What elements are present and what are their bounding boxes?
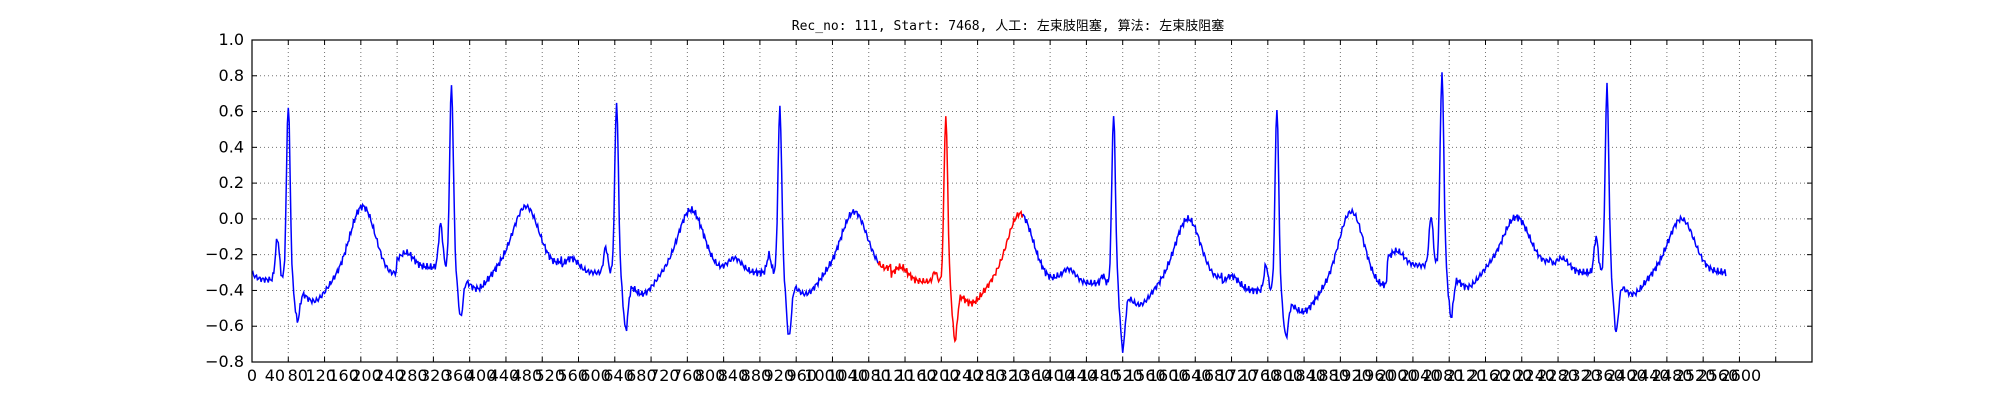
x-tick-label: 2000 bbox=[1377, 366, 1418, 385]
x-tick-label: 1960 bbox=[1354, 366, 1395, 385]
x-tick-label: 2440 bbox=[1629, 366, 1670, 385]
x-tick-label: 1440 bbox=[1056, 366, 1097, 385]
x-tick-label: 1040 bbox=[827, 366, 868, 385]
x-tick-label: 1680 bbox=[1194, 366, 1235, 385]
x-tick-label: 1720 bbox=[1217, 366, 1258, 385]
x-tick-label: 1200 bbox=[919, 366, 960, 385]
x-tick-label: 1560 bbox=[1125, 366, 1166, 385]
y-tick-label: 0.6 bbox=[219, 102, 244, 121]
x-tick-label: 480 bbox=[512, 366, 543, 385]
chart-title: Rec_no: 111, Start: 7468, 人工: 左束肢阻塞, 算法:… bbox=[792, 18, 1224, 34]
grid-lines bbox=[252, 40, 1813, 362]
x-tick-label: 840 bbox=[718, 366, 749, 385]
x-tick-label: 2040 bbox=[1400, 366, 1441, 385]
x-tick-label: 600 bbox=[580, 366, 611, 385]
x-tick-label: 2320 bbox=[1560, 366, 1601, 385]
x-tick-label: 1920 bbox=[1331, 366, 1372, 385]
x-tick-label: 2120 bbox=[1446, 366, 1487, 385]
x-tick-label: 2520 bbox=[1675, 366, 1716, 385]
x-tick-label: 1480 bbox=[1079, 366, 1120, 385]
x-tick-label: 1080 bbox=[850, 366, 891, 385]
y-tick-label: −0.6 bbox=[205, 316, 244, 335]
x-tick-label: 1000 bbox=[804, 366, 845, 385]
y-tick-label: 0.0 bbox=[219, 209, 244, 228]
x-tick-label: 2200 bbox=[1491, 366, 1532, 385]
x-tick-label: 2080 bbox=[1423, 366, 1464, 385]
x-tick-label: 1400 bbox=[1033, 366, 1074, 385]
x-tick-label: 360 bbox=[443, 366, 474, 385]
x-tick-label: 1280 bbox=[965, 366, 1006, 385]
ecg-segment bbox=[251, 85, 879, 335]
x-tick-label: 2480 bbox=[1652, 366, 1693, 385]
x-tick-label: 1360 bbox=[1010, 366, 1051, 385]
highlighted-beat-segment bbox=[877, 116, 1024, 344]
y-tick-label: 0.8 bbox=[219, 66, 244, 85]
y-tick-label: 1.0 bbox=[219, 30, 244, 49]
x-tick-label: 1640 bbox=[1171, 366, 1212, 385]
x-tick-label: 1800 bbox=[1262, 366, 1303, 385]
x-tick-label: 0 bbox=[247, 366, 257, 385]
y-tick-label: 0.2 bbox=[219, 173, 244, 192]
x-tick-label: 1160 bbox=[896, 366, 937, 385]
x-tick-label: 560 bbox=[557, 366, 588, 385]
x-tick-label: 200 bbox=[351, 366, 382, 385]
y-tick-label: −0.2 bbox=[205, 245, 244, 264]
x-tick-label: 1240 bbox=[942, 366, 983, 385]
x-tick-label: 1120 bbox=[873, 366, 914, 385]
x-tick-label: 720 bbox=[649, 366, 680, 385]
x-tick-label: 880 bbox=[741, 366, 772, 385]
ecg-segment bbox=[1022, 72, 1727, 353]
x-tick-label: 160 bbox=[328, 366, 359, 385]
x-tick-label: 240 bbox=[374, 366, 405, 385]
x-tick-label: 440 bbox=[489, 366, 520, 385]
x-tick-label: 2600 bbox=[1720, 366, 1761, 385]
y-tick-label: −0.8 bbox=[205, 352, 244, 371]
x-tick-label: 520 bbox=[534, 366, 565, 385]
x-tick-label: 80 bbox=[288, 366, 308, 385]
x-tick-label: 680 bbox=[626, 366, 657, 385]
x-tick-label: 2160 bbox=[1469, 366, 1510, 385]
x-tick-label: 760 bbox=[672, 366, 703, 385]
x-axis-ticks: 0 40 8012016020024028032036040044048052056… bbox=[247, 40, 1813, 385]
x-tick-label: 800 bbox=[695, 366, 726, 385]
x-tick-label: 1320 bbox=[988, 366, 1029, 385]
x-tick-label: 2400 bbox=[1606, 366, 1647, 385]
x-tick-label: 1760 bbox=[1239, 366, 1280, 385]
x-tick-label: 400 bbox=[466, 366, 497, 385]
plot-frame bbox=[251, 39, 1813, 363]
y-tick-label: 0.4 bbox=[219, 137, 244, 156]
x-tick-label: 120 bbox=[305, 366, 336, 385]
x-tick-label: 1600 bbox=[1148, 366, 1189, 385]
x-tick-label: 2360 bbox=[1583, 366, 1624, 385]
x-tick-label: 320 bbox=[420, 366, 451, 385]
x-tick-label: 2240 bbox=[1514, 366, 1555, 385]
y-axis-ticks: 1.0 0.8 0.6 0.4 0.2 0.0 −0.2 −0.4 −0.6 −0.8 bbox=[205, 30, 1812, 371]
x-tick-label: 1520 bbox=[1102, 366, 1143, 385]
x-tick-label: 40 bbox=[265, 366, 285, 385]
ecg-trace bbox=[251, 72, 1727, 353]
x-tick-label: 2560 bbox=[1698, 366, 1739, 385]
x-tick-label: 920 bbox=[764, 366, 795, 385]
y-tick-label: −0.4 bbox=[205, 280, 244, 299]
x-tick-label: 1840 bbox=[1285, 366, 1326, 385]
x-tick-label: 640 bbox=[603, 366, 634, 385]
x-tick-label: 960 bbox=[786, 366, 817, 385]
x-tick-label: 1880 bbox=[1308, 366, 1349, 385]
x-tick-label: 280 bbox=[397, 366, 428, 385]
x-tick-label: 2280 bbox=[1537, 366, 1578, 385]
